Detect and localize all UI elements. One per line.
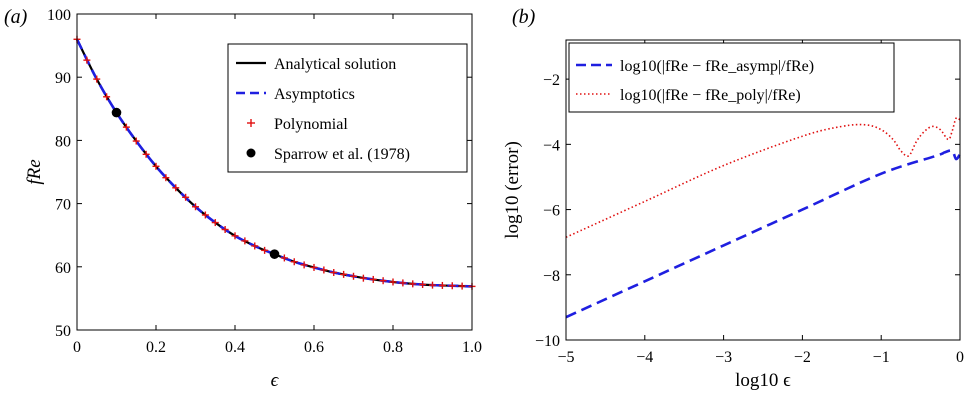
series-polynomial-marker — [280, 254, 288, 262]
series-log10-fre-fre-asymp-fre-line — [565, 149, 962, 319]
y-tick-label: 70 — [55, 197, 71, 214]
series-polynomial-marker — [251, 242, 259, 250]
series-polynomial-marker — [350, 272, 357, 280]
legend-label-sparrow: Sparrow et al. (1978) — [274, 146, 410, 163]
series-polynomial-marker — [448, 282, 456, 290]
panel-b-x-axis-label: log10 ϵ — [735, 370, 791, 391]
series-polynomial-marker — [142, 150, 150, 158]
series-polynomial-marker — [221, 226, 229, 234]
x-tick-label: −3 — [715, 349, 732, 366]
series-sparrow-et-al-1978-marker — [269, 249, 280, 259]
series-polynomial-marker — [172, 184, 180, 192]
x-tick-label: 1.0 — [462, 339, 482, 356]
x-tick-label: −2 — [794, 349, 811, 366]
x-tick-label: −1 — [873, 349, 890, 366]
x-tick-label: 0 — [956, 349, 964, 366]
series-polynomial-marker — [359, 274, 367, 282]
series-polynomial-marker — [83, 56, 91, 64]
y-tick-label: 80 — [55, 133, 71, 150]
series-polynomial-marker — [320, 266, 328, 274]
series-polynomial-marker — [103, 93, 111, 101]
panel-b-plot-frame — [565, 39, 961, 341]
x-tick-label: 0.2 — [146, 339, 166, 356]
series-polynomial-marker — [399, 279, 407, 287]
series-polynomial-marker — [241, 237, 249, 245]
panel-b-y-ticks: −10 −8 −6 −4 −2 — [535, 72, 960, 350]
panel-b-series — [565, 116, 962, 319]
series-polynomial-marker — [409, 280, 417, 288]
series-polynomial-marker — [122, 123, 130, 131]
legend-swatch-sparrow — [246, 148, 256, 158]
y-tick-label: −10 — [535, 333, 560, 350]
x-tick-label: 0.4 — [225, 339, 245, 356]
series-polynomial-marker — [429, 281, 436, 289]
series-polynomial-marker — [152, 162, 160, 170]
series-polynomial-marker — [162, 174, 170, 182]
series-polynomial-marker — [182, 193, 190, 201]
panel-a-legend-box — [227, 43, 468, 173]
series-polynomial-marker — [261, 246, 269, 254]
x-tick-label: 0.8 — [383, 339, 403, 356]
series-polynomial-marker — [340, 270, 348, 278]
legend-swatch-polynomial — [247, 119, 255, 127]
legend-label-polynomial: Polynomial — [274, 116, 348, 133]
legend-label-poly-error: log10(|fRe − fRe_poly|/fRe) — [620, 87, 801, 104]
y-tick-label: 50 — [55, 323, 71, 340]
x-tick-label: 0 — [73, 339, 81, 356]
panel-b: (b) −5 −4 −3 −2 −1 0 −10−8−6−4−2 log10 ϵ log1… — [502, 6, 964, 391]
series-polynomial-marker — [369, 275, 377, 283]
x-tick-label: −5 — [557, 349, 574, 366]
panel-b-legend-box — [568, 42, 895, 113]
series-polynomial-marker — [389, 278, 397, 286]
series-polynomial-marker — [132, 137, 140, 145]
panel-a-plot-frame — [76, 13, 473, 331]
panel-a-y-axis-label: fRe — [24, 159, 45, 184]
series-polynomial-marker — [379, 277, 387, 285]
series-sparrow-et-al-1978-marker — [111, 107, 122, 118]
series-log10-fre-fre-poly-fre-line — [565, 116, 961, 239]
series-polynomial-marker — [93, 75, 101, 83]
y-tick-label: −6 — [543, 203, 560, 220]
panel-a-series — [73, 35, 476, 290]
panel-a-x-axis-label: ϵ — [271, 370, 280, 391]
legend-label-asymp-error: log10(|fRe − fRe_asymp|/fRe) — [620, 58, 814, 75]
series-polynomial-marker — [419, 280, 427, 288]
legend-label-asymptotics: Asymptotics — [274, 86, 355, 103]
panel-b-label: (b) — [512, 6, 536, 28]
panel-a-legend: Analytical solution Asymptotics Polynomi… — [227, 43, 468, 173]
series-polynomial-marker — [300, 261, 308, 269]
series-polynomial-marker — [231, 232, 239, 240]
series-polynomial-marker — [438, 281, 446, 289]
y-tick-label: 90 — [55, 70, 71, 87]
series-polynomial-marker — [330, 268, 338, 276]
y-tick-label: −2 — [543, 72, 560, 89]
panel-b-legend: log10(|fRe − fRe_asymp|/fRe) log10(|fRe … — [568, 42, 895, 113]
y-tick-label: 100 — [47, 7, 71, 24]
panel-a-label: (a) — [4, 6, 28, 28]
panel-a-y-ticks: 50 60 70 80 90 100 — [47, 7, 472, 340]
series-polynomial-marker — [310, 263, 318, 271]
y-tick-label: −4 — [543, 137, 560, 154]
panel-a-x-ticks: 0 0.2 0.4 0.6 0.8 1.0 — [73, 14, 482, 356]
series-polynomial-marker — [192, 203, 199, 211]
y-tick-label: 60 — [55, 260, 71, 277]
y-tick-label: −8 — [543, 268, 560, 285]
panel-a: (a) 0 0.2 0.4 0.6 0.8 1.0 50 60 70 80 90 100 ϵ fRe… — [4, 6, 482, 391]
x-tick-label: −4 — [636, 349, 653, 366]
panel-b-y-axis-label: log10 (error) — [502, 141, 523, 239]
legend-label-analytical: Analytical solution — [274, 56, 396, 73]
series-polynomial-marker — [201, 211, 209, 219]
series-polynomial-marker — [290, 258, 298, 266]
x-tick-label: 0.6 — [304, 339, 324, 356]
series-polynomial-marker — [211, 219, 219, 227]
series-polynomial-marker — [458, 282, 466, 290]
